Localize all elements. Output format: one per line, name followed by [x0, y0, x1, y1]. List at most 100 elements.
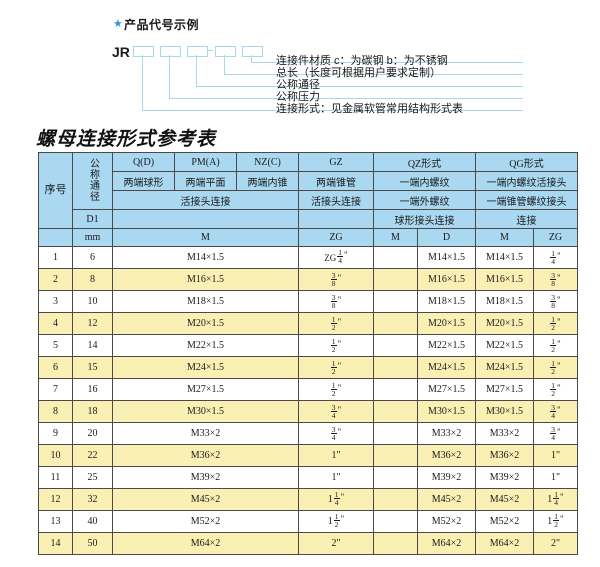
header-seq: 序号	[38, 152, 73, 229]
header-qz-connect: 球形接头连接	[373, 209, 476, 229]
cell-qg-m: M30×1.5	[475, 400, 534, 423]
code-note-length: 总长（长度可根据用户要求定制）	[276, 67, 441, 79]
cell-qz-d: M30×1.5	[417, 400, 476, 423]
cell-qz-d: M45×2	[417, 488, 476, 511]
code-note-conn-type: 连接形式：见金属软管常用结构形式表	[276, 103, 463, 115]
cell-qg-zg: 3 8 "	[532, 290, 579, 313]
cell-qz-d: M16×1.5	[417, 268, 476, 291]
code-note-material: 连接件材质 c：为碳钢 b：为不锈钢	[276, 55, 448, 67]
cell-dn: 12	[72, 312, 113, 335]
cell-m-left: M64×2	[112, 532, 299, 555]
header-d1-label: D1	[72, 209, 113, 229]
cell-qg-zg: 3 8 "	[532, 268, 579, 291]
code-box-4	[215, 46, 236, 57]
code-box-3	[187, 46, 208, 57]
cell-qz-m	[373, 334, 418, 357]
table-row: 3 10 M18×1.5 3 8 " M18×1.5 M18×1.5 3 8 "	[38, 290, 579, 313]
cell-m-left: M52×2	[112, 510, 299, 533]
cell-qg-m: M22×1.5	[475, 334, 534, 357]
code-box-1	[133, 46, 154, 57]
table-row: 10 22 M36×2 1" M36×2 M36×2 1"	[38, 444, 579, 467]
header-sub-qz-m: M	[373, 228, 418, 247]
code-dash-separator	[208, 50, 213, 51]
code-box-2	[160, 46, 181, 57]
cell-dn: 32	[72, 488, 113, 511]
leader-line-2-vertical	[224, 55, 225, 74]
cell-qg-m: M27×1.5	[475, 378, 534, 401]
header-desc2-qz: 一端外螺纹	[373, 190, 476, 210]
header-desc-gz: 两端锥管	[298, 171, 374, 191]
cell-qg-m: M33×2	[475, 422, 534, 445]
cell-m-left: M39×2	[112, 466, 299, 489]
cell-qz-d: M20×1.5	[417, 312, 476, 335]
cell-qz-d: M18×1.5	[417, 290, 476, 313]
header-merge-qpmnz: 活接头连接	[112, 190, 299, 210]
cell-qg-m: M16×1.5	[475, 268, 534, 291]
header-gz-connect: 活接头连接	[298, 190, 374, 210]
header-sub-qg-zg: ZG	[532, 228, 579, 247]
cell-qg-m: M14×1.5	[475, 246, 534, 269]
header-desc-pma: 两端平面	[174, 171, 237, 191]
cell-seq: 1	[38, 246, 73, 269]
header-seq-label: 序号	[44, 184, 67, 197]
cell-qz-m	[373, 356, 418, 379]
cell-gz: 1 2 "	[298, 378, 374, 401]
code-note-pressure: 公称压力	[276, 91, 320, 103]
cell-seq: 5	[38, 334, 73, 357]
cell-seq: 9	[38, 422, 73, 445]
cell-m-left: M45×2	[112, 488, 299, 511]
cell-dn: 22	[72, 444, 113, 467]
cell-gz: 3 4 "	[298, 422, 374, 445]
cell-gz: ZG 1 4 "	[298, 246, 374, 269]
cell-gz: 1"	[298, 466, 374, 489]
cell-dn: 10	[72, 290, 113, 313]
cell-qz-d: M24×1.5	[417, 356, 476, 379]
cell-dn: 25	[72, 466, 113, 489]
cell-gz: 1 1 4 "	[298, 488, 374, 511]
table-row: 9 20 M33×2 3 4 " M33×2 M33×2 3 4 "	[38, 422, 579, 445]
table-row: 7 16 M27×1.5 1 2 " M27×1.5 M27×1.5 1 2 "	[38, 378, 579, 401]
header-dn-label: 公称通径	[87, 157, 99, 202]
header-group-pma: PM(A)	[174, 152, 237, 172]
cell-seq: 10	[38, 444, 73, 467]
header-group-qd: Q(D)	[112, 152, 175, 172]
header-desc-qd: 两端球形	[112, 171, 175, 191]
header-desc2-qg: 一端锥管螺纹接头	[474, 190, 579, 210]
page-title: 螺母连接形式参考表	[36, 129, 217, 150]
nut-connection-spec-table: 序号 公称通径 Q(D) PM(A) NZ(C) GZ QZ形式 QG形式 两端…	[38, 152, 579, 555]
cell-gz: 2"	[298, 532, 374, 555]
cell-gz: 1"	[298, 444, 374, 467]
cell-qz-d: M64×2	[417, 532, 476, 555]
table-row: 8 18 M30×1.5 3 4 " M30×1.5 M30×1.5 3 4 "	[38, 400, 579, 423]
cell-qz-m	[373, 422, 418, 445]
cell-m-left: M33×2	[112, 422, 299, 445]
cell-qz-m	[373, 290, 418, 313]
table-row: 1 6 M14×1.5 ZG 1 4 " M14×1.5 M14×1.5 1 4 "	[38, 246, 579, 269]
header-row-units: mm M ZG M D M ZG	[38, 228, 579, 247]
header-sub-zg-gz: ZG	[298, 228, 374, 247]
cell-seq: 6	[38, 356, 73, 379]
header-group-nzc: NZ(C)	[236, 152, 299, 172]
header-row-connect: D1 球形接头连接 连接	[39, 209, 579, 229]
cell-qg-m: M18×1.5	[475, 290, 534, 313]
header-mm-label: mm	[72, 228, 113, 247]
header-row-desc1: 两端球形 两端平面 两端内锥 两端锥管 一端内螺纹 一端内螺纹活接头	[39, 171, 579, 191]
cell-qg-m: M39×2	[475, 466, 534, 489]
cell-seq: 2	[38, 268, 73, 291]
header-qg-connect: 连接	[474, 209, 579, 229]
header-group-gz: GZ	[298, 152, 374, 172]
cell-qg-m: M36×2	[475, 444, 534, 467]
cell-qg-zg: 1 2 "	[532, 312, 579, 335]
code-box-5	[242, 46, 263, 57]
header-desc-nzc: 两端内锥	[236, 171, 299, 191]
header-sub-m-left: M	[112, 228, 299, 247]
cell-qz-d: M14×1.5	[417, 246, 476, 269]
cell-m-left: M18×1.5	[112, 290, 299, 313]
cell-qz-m	[373, 312, 418, 335]
table-row: 2 8 M16×1.5 3 8 " M16×1.5 M16×1.5 3 8 "	[38, 268, 579, 291]
header-group-qg: QG形式	[474, 152, 579, 172]
cell-qz-m	[373, 488, 418, 511]
cell-qz-m	[373, 532, 418, 555]
cell-dn: 8	[72, 268, 113, 291]
product-code-diagram: ★ 产品代号示例 JR 连接件材质 c：为碳钢 b：为不锈钢 总长（长度可根据用…	[0, 0, 600, 132]
